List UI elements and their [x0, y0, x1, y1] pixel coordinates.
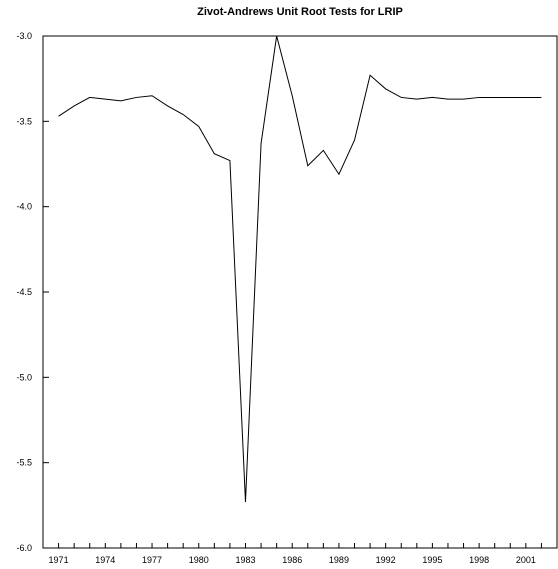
x-tick-label: 1980	[189, 555, 209, 565]
y-axis: -3.0 -3.5 -4.0 -4.5 -5.0 -5.5 -6.0	[16, 31, 49, 553]
x-tick-label: 1995	[422, 555, 442, 565]
chart-title: Zivot-Andrews Unit Root Tests for LRIP	[197, 6, 403, 18]
x-tick-label: 1998	[469, 555, 489, 565]
y-tick-label: -5.0	[16, 372, 32, 382]
y-tick-label: -4.0	[16, 202, 32, 212]
y-tick-label: -5.5	[16, 458, 32, 468]
x-tick-label: 1971	[49, 555, 69, 565]
x-tick-label: 2001	[516, 555, 536, 565]
y-tick-label: -3.0	[16, 31, 32, 41]
y-tick-label: -4.5	[16, 287, 32, 297]
x-tick-label: 1983	[235, 555, 255, 565]
x-tick-label: 1992	[376, 555, 396, 565]
y-tick-label: -3.5	[16, 116, 32, 126]
y-tick-label: -6.0	[16, 543, 32, 553]
x-tick-label: 1974	[95, 555, 115, 565]
series-layer	[58, 35, 542, 502]
x-tick-label: 1986	[282, 555, 302, 565]
series-line	[58, 35, 542, 502]
x-tick-label: 1989	[329, 555, 349, 565]
plot-frame	[42, 35, 558, 549]
x-axis: 1971 1974 1977 1980 1983 1986 1989 1992 1995 1998…	[49, 543, 542, 565]
x-tick-label: 1977	[142, 555, 162, 565]
